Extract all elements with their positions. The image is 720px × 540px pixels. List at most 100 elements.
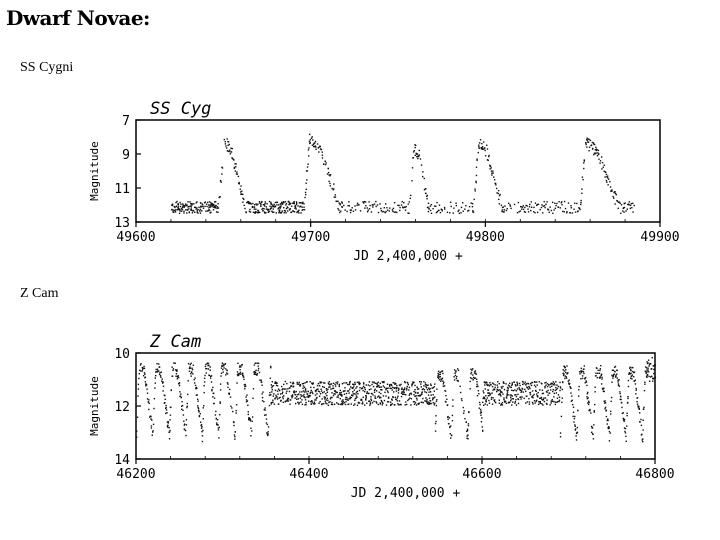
ss-cyg-data-point [201,203,204,205]
z-cam-data-point [511,395,513,397]
z-cam-data-point [244,388,246,390]
ss-cyg-data-point [561,201,563,203]
ss-cyg-data-point [362,201,364,203]
z-cam-data-point [476,381,478,383]
z-cam-data-point [491,385,494,388]
z-cam-data-point [168,431,171,433]
z-cam-data-point [641,433,643,436]
z-cam-data-point [349,380,351,383]
ss-cyg-data-point [589,139,592,142]
ss-cyg-data-point [623,202,625,205]
ss-cyg-data-point [583,162,585,164]
ss-cyg-data-point [490,167,492,169]
z-cam-data-point [375,390,378,392]
z-cam-data-point [188,367,191,370]
ss-cyg-data-point [306,179,308,181]
z-cam-data-point [392,386,394,389]
z-cam-data-point [375,401,377,403]
z-cam-data-point [555,381,557,383]
z-cam-data-point [610,413,612,415]
z-cam-data-point [379,402,381,404]
z-cam-data-point [588,401,590,404]
ss-cyg-data-point [288,202,291,205]
z-cam-data-point [190,371,193,373]
z-cam-data-point [468,411,470,414]
ss-cyg-data-point [516,211,519,214]
z-cam-data-point [356,390,359,393]
ss-cyg-data-point [523,210,526,213]
z-cam-data-point [587,397,589,399]
z-cam-data-point [380,392,382,395]
z-cam-data-point [320,403,323,406]
ss-cyg-data-point [296,210,299,213]
z-cam-data-point [423,385,425,387]
z-cam-data-point [618,385,621,387]
z-cam-data-point [531,401,534,404]
z-cam-data-point [159,372,161,374]
z-cam-data-point [344,398,347,400]
z-cam-data-point [257,369,259,372]
z-cam-data-point [248,417,250,419]
z-cam-data-point [346,397,348,399]
ss-cyg-data-point [179,201,181,204]
z-cam-data-point [152,430,154,432]
z-cam-data-point [358,382,360,384]
ss-cyg-data-point [230,151,233,153]
ss-cyg-data-point [253,206,256,208]
z-cam-data-point [542,392,545,395]
z-cam-data-point [280,399,282,402]
ss-cyg-data-point [404,206,406,209]
z-cam-data-point [387,396,390,398]
z-cam-data-point [380,396,382,399]
ss-cyg-data-point [264,211,267,214]
ss-cyg-data-point [416,155,418,158]
z-cam-data-point [332,387,335,389]
ss-cyg-data-point [266,209,269,211]
ss-cyg-data-point [392,210,394,213]
ss-cyg-data-point [417,155,420,158]
z-cam-data-point [488,385,491,387]
z-cam-data-point [364,388,366,391]
ss-cyg-data-point [204,201,207,203]
ss-cyg-data-point [622,207,625,209]
z-cam-data-point [496,390,498,393]
z-cam-data-point [345,382,348,384]
z-cam-data-point [345,400,347,403]
ss-cyg-data-point [629,207,632,210]
ss-cyg-data-point [467,210,469,212]
z-cam-data-point [499,394,502,396]
z-cam-data-point [407,382,409,384]
z-cam-data-point [289,399,292,401]
z-cam-data-point [255,362,257,364]
ss-cyg-data-point [553,209,555,211]
z-cam-data-point [189,367,192,369]
ss-cyg-data-point [478,147,480,149]
z-cam-data-point [347,399,349,402]
z-cam-data-point [517,398,519,400]
z-cam-data-point [248,417,250,419]
ss-cyg-data-point [233,166,236,169]
z-cam-data-point [378,395,380,397]
z-cam-data-point [591,433,594,435]
z-cam-data-point [436,399,438,401]
z-cam-data-point [152,423,155,426]
z-cam-data-point [599,369,601,372]
z-cam-data-point [235,412,237,414]
ss-cyg-x-tick-label: 49600 [116,230,155,245]
z-cam-data-point [603,402,606,404]
z-cam-data-point [288,387,291,389]
ss-cyg-data-point [177,206,180,208]
z-cam-data-point [237,362,239,365]
z-cam-data-point [164,398,166,401]
z-cam-data-point [517,402,520,405]
ss-cyg-data-point [481,148,483,150]
z-cam-data-point [637,405,639,407]
z-cam-data-point [559,436,562,438]
z-cam-data-point [331,392,333,394]
z-cam-data-point [535,400,537,403]
z-cam-data-point [276,398,279,400]
z-cam-data-point [197,406,199,409]
z-cam-data-point [254,373,256,375]
z-cam-data-point [443,381,445,384]
z-cam-data-point [414,384,416,387]
